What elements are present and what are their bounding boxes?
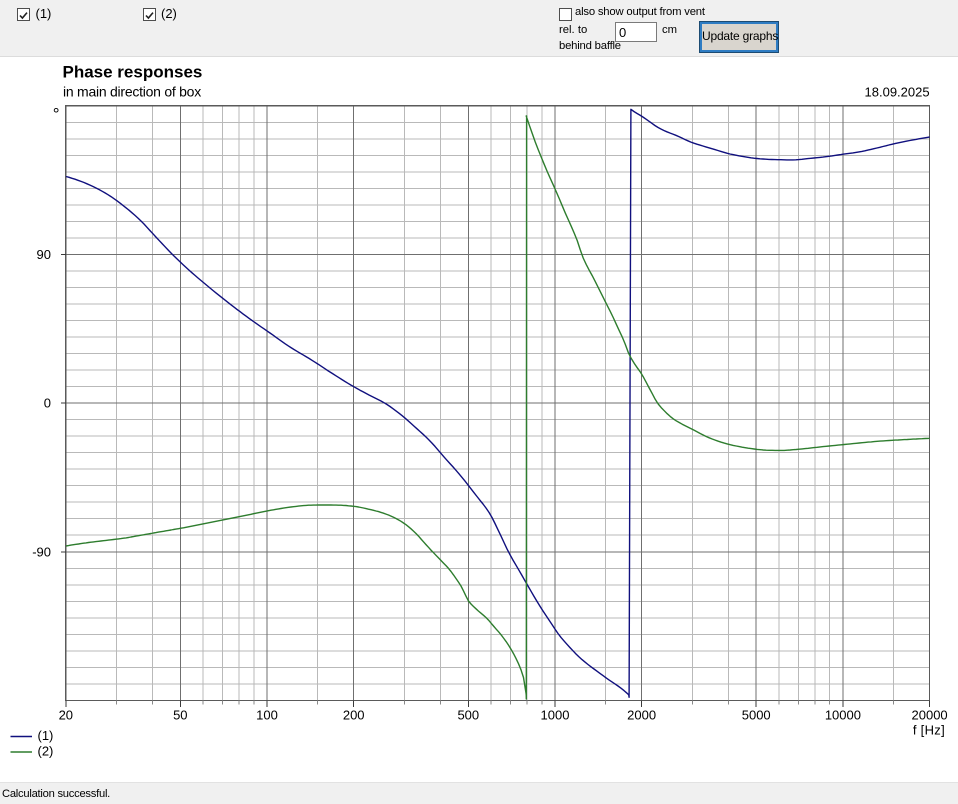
svg-text:5000: 5000 xyxy=(742,708,771,723)
svg-text:100: 100 xyxy=(256,708,278,723)
svg-text:0: 0 xyxy=(44,396,51,411)
svg-text:f [Hz]: f [Hz] xyxy=(913,723,945,738)
svg-text:(2): (2) xyxy=(38,744,54,759)
svg-text:°: ° xyxy=(53,105,60,124)
svg-text:18.09.2025: 18.09.2025 xyxy=(865,85,930,100)
svg-text:20: 20 xyxy=(59,708,73,723)
svg-text:20000: 20000 xyxy=(912,708,948,723)
svg-text:-90: -90 xyxy=(32,544,51,559)
svg-text:1000: 1000 xyxy=(541,708,570,723)
svg-text:90: 90 xyxy=(37,247,51,262)
svg-text:500: 500 xyxy=(457,708,479,723)
svg-text:2000: 2000 xyxy=(627,708,656,723)
svg-text:50: 50 xyxy=(173,708,187,723)
svg-text:in main direction of box: in main direction of box xyxy=(63,84,201,100)
svg-text:Phase responses: Phase responses xyxy=(63,63,203,82)
svg-text:200: 200 xyxy=(343,708,365,723)
svg-text:(1): (1) xyxy=(38,728,54,743)
svg-text:10000: 10000 xyxy=(825,708,861,723)
